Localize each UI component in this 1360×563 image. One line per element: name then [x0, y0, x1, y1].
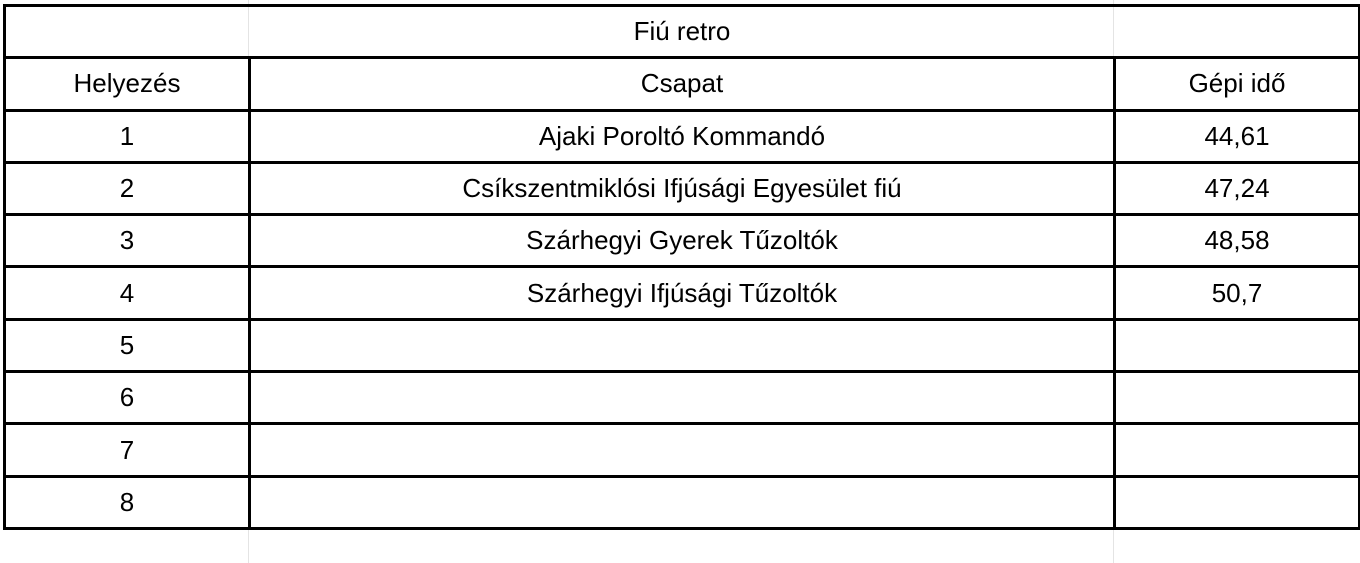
table-row: 6 — [3, 370, 1360, 426]
time-cell: 48,58 — [1112, 213, 1360, 269]
table-row: 8 — [3, 474, 1360, 530]
time-cell — [1112, 474, 1360, 530]
table-row: 4 Szárhegyi Ifjúsági Tűzoltók 50,7 — [3, 265, 1360, 321]
time-cell: 44,61 — [1112, 108, 1360, 164]
title-row: Fiú retro — [2, 3, 1360, 60]
team-cell — [248, 474, 1116, 530]
table-row: 1 Ajaki Poroltó Kommandó 44,61 — [3, 108, 1360, 164]
table-row: 7 — [3, 422, 1360, 478]
time-cell: 50,7 — [1112, 265, 1360, 321]
header-team: Csapat — [248, 56, 1116, 112]
rank-cell: 4 — [3, 265, 251, 321]
time-cell — [1112, 422, 1360, 478]
team-cell: Ajaki Poroltó Kommandó — [248, 108, 1116, 164]
table-title: Fiú retro — [2, 3, 1360, 60]
table-row: 2 Csíkszentmiklósi Ifjúsági Egyesület fi… — [3, 160, 1360, 217]
table-row: 3 Szárhegyi Gyerek Tűzoltók 48,58 — [3, 213, 1360, 269]
team-cell — [248, 370, 1116, 426]
team-cell: Csíkszentmiklósi Ifjúsági Egyesület fiú — [248, 160, 1116, 217]
rank-cell: 3 — [3, 213, 251, 269]
rank-cell: 2 — [3, 160, 251, 217]
time-cell — [1112, 317, 1360, 374]
table-row: 5 — [3, 317, 1360, 374]
header-time: Gépi idő — [1112, 56, 1360, 112]
team-cell — [248, 317, 1116, 374]
rank-cell: 7 — [3, 422, 251, 478]
header-rank: Helyezés — [3, 56, 251, 112]
team-cell — [248, 422, 1116, 478]
time-cell: 47,24 — [1112, 160, 1360, 217]
time-cell — [1112, 370, 1360, 426]
results-table: Fiú retro Helyezés Csapat Gépi idő 1 Aja… — [2, 3, 1360, 530]
rank-cell: 6 — [3, 370, 251, 426]
team-cell: Szárhegyi Ifjúsági Tűzoltók — [248, 265, 1116, 321]
rank-cell: 5 — [3, 317, 251, 374]
rank-cell: 8 — [3, 474, 251, 530]
rank-cell: 1 — [3, 108, 251, 164]
team-cell: Szárhegyi Gyerek Tűzoltók — [248, 213, 1116, 269]
header-row: Helyezés Csapat Gépi idő — [3, 56, 1360, 112]
